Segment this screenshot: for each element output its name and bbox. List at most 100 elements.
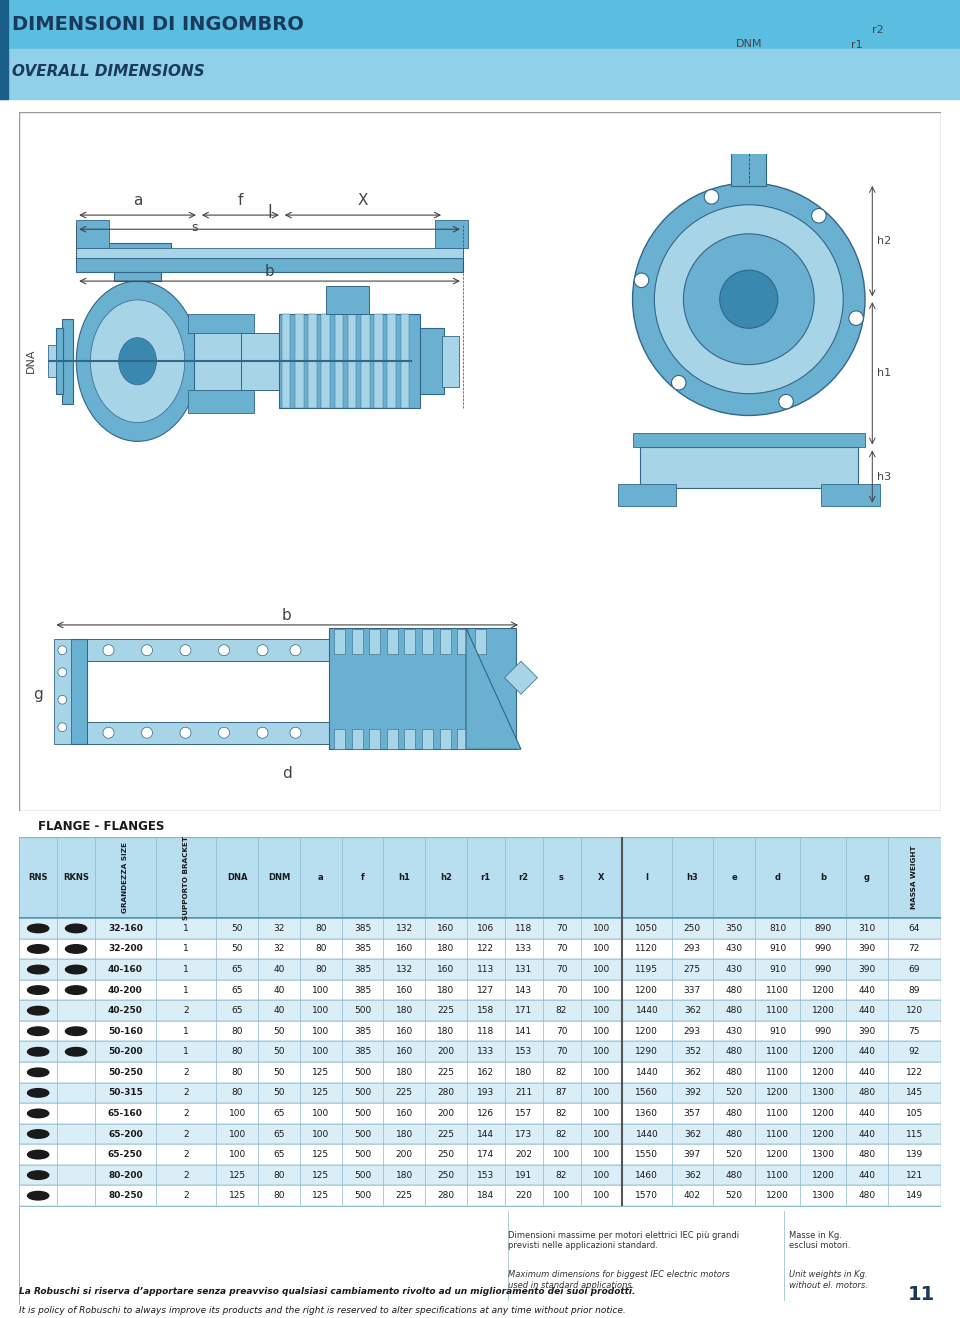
Bar xyxy=(351,729,363,749)
Text: Dimensioni massime per motori elettrici IEC più grandi
previsti nelle applicazio: Dimensioni massime per motori elettrici … xyxy=(508,1231,739,1249)
Text: 180: 180 xyxy=(437,986,454,995)
Text: 158: 158 xyxy=(477,1006,494,1015)
Text: 1100: 1100 xyxy=(766,1006,789,1015)
Circle shape xyxy=(58,646,66,655)
Bar xyxy=(361,314,370,409)
Bar xyxy=(194,328,246,394)
Text: 890: 890 xyxy=(815,924,832,933)
Text: 990: 990 xyxy=(815,945,832,953)
Text: 100: 100 xyxy=(592,1191,610,1201)
Text: 1200: 1200 xyxy=(636,1027,659,1036)
Circle shape xyxy=(671,376,686,390)
Text: 100: 100 xyxy=(592,1130,610,1139)
Text: X: X xyxy=(358,192,369,207)
Bar xyxy=(76,248,463,257)
Text: 362: 362 xyxy=(684,1068,701,1077)
Text: 385: 385 xyxy=(354,945,372,953)
Text: 100: 100 xyxy=(592,1027,610,1036)
Text: 520: 520 xyxy=(726,1151,743,1159)
Polygon shape xyxy=(466,629,521,749)
Text: 149: 149 xyxy=(905,1191,923,1201)
Text: 385: 385 xyxy=(354,1048,372,1056)
Text: 220: 220 xyxy=(516,1191,532,1201)
Circle shape xyxy=(219,728,229,738)
Text: X: X xyxy=(598,873,605,882)
Text: 480: 480 xyxy=(726,1108,743,1118)
Text: 70: 70 xyxy=(556,924,567,933)
Text: l: l xyxy=(645,873,648,882)
Text: 280: 280 xyxy=(438,1089,454,1098)
Text: 1300: 1300 xyxy=(812,1191,835,1201)
Text: DIMENSIONI DI INGOMBRO: DIMENSIONI DI INGOMBRO xyxy=(12,16,304,34)
Bar xyxy=(475,629,486,654)
Text: 105: 105 xyxy=(905,1108,923,1118)
Text: 100: 100 xyxy=(592,1170,610,1180)
Text: 362: 362 xyxy=(684,1006,701,1015)
Text: 100: 100 xyxy=(592,1006,610,1015)
Circle shape xyxy=(28,1151,49,1159)
Text: 1200: 1200 xyxy=(636,986,659,995)
Text: 1200: 1200 xyxy=(766,1191,789,1201)
Text: d: d xyxy=(282,766,292,780)
Circle shape xyxy=(180,728,191,738)
Text: 293: 293 xyxy=(684,945,701,953)
Text: 480: 480 xyxy=(858,1151,876,1159)
Text: 1440: 1440 xyxy=(636,1130,659,1139)
Text: 275: 275 xyxy=(684,965,701,974)
Text: 80-250: 80-250 xyxy=(108,1191,143,1201)
Text: RKNS: RKNS xyxy=(63,873,89,882)
Bar xyxy=(475,729,486,749)
Text: r2: r2 xyxy=(873,25,884,36)
Circle shape xyxy=(28,945,49,953)
Bar xyxy=(19,960,941,979)
Text: 1200: 1200 xyxy=(812,986,834,995)
Text: 144: 144 xyxy=(477,1130,494,1139)
Bar xyxy=(334,629,345,654)
Text: h3: h3 xyxy=(876,472,891,481)
Text: 430: 430 xyxy=(726,945,743,953)
Text: 133: 133 xyxy=(515,945,532,953)
Text: 100: 100 xyxy=(592,1089,610,1098)
Text: 87: 87 xyxy=(556,1089,567,1098)
Text: 100: 100 xyxy=(592,1068,610,1077)
Text: 500: 500 xyxy=(354,1089,372,1098)
Circle shape xyxy=(28,986,49,994)
Text: 225: 225 xyxy=(396,1191,413,1201)
Text: l: l xyxy=(267,204,272,221)
Text: f: f xyxy=(238,192,243,207)
Text: 171: 171 xyxy=(515,1006,532,1015)
Bar xyxy=(19,1082,941,1103)
Text: 65: 65 xyxy=(231,965,243,974)
Text: 1200: 1200 xyxy=(766,1151,789,1159)
Circle shape xyxy=(180,645,191,656)
Text: 225: 225 xyxy=(396,1089,413,1098)
Text: a: a xyxy=(132,192,142,207)
Bar xyxy=(54,639,71,743)
Bar xyxy=(86,722,328,743)
Text: 1100: 1100 xyxy=(766,1108,789,1118)
Text: 160: 160 xyxy=(396,1027,413,1036)
Circle shape xyxy=(633,183,865,415)
Text: DNA: DNA xyxy=(227,873,248,882)
Text: 2: 2 xyxy=(183,1108,189,1118)
Text: 1: 1 xyxy=(183,1048,189,1056)
Text: 65: 65 xyxy=(274,1108,285,1118)
Text: s: s xyxy=(191,221,198,235)
Text: 106: 106 xyxy=(477,924,494,933)
Circle shape xyxy=(65,945,86,953)
Circle shape xyxy=(705,190,719,204)
Text: 80: 80 xyxy=(315,945,326,953)
Text: 65: 65 xyxy=(274,1151,285,1159)
Circle shape xyxy=(58,722,66,731)
Bar xyxy=(435,220,468,248)
Text: 480: 480 xyxy=(726,1170,743,1180)
Circle shape xyxy=(635,273,649,287)
Text: 153: 153 xyxy=(515,1048,532,1056)
Bar xyxy=(457,729,468,749)
Text: 70: 70 xyxy=(556,965,567,974)
Bar xyxy=(374,314,383,409)
Text: s: s xyxy=(559,873,564,882)
Circle shape xyxy=(65,965,86,974)
Text: 480: 480 xyxy=(726,1006,743,1015)
Text: 225: 225 xyxy=(438,1068,454,1077)
